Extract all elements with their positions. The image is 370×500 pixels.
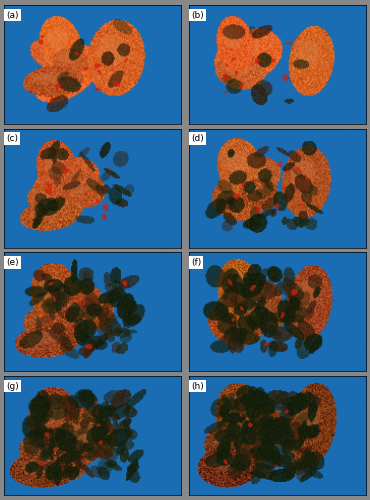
Text: (b): (b) — [191, 10, 204, 20]
Text: (e): (e) — [6, 258, 19, 267]
Text: (g): (g) — [6, 382, 19, 390]
Text: (f): (f) — [191, 258, 201, 267]
Text: (c): (c) — [6, 134, 18, 143]
Text: (d): (d) — [191, 134, 204, 143]
Text: (a): (a) — [6, 10, 19, 20]
Text: (h): (h) — [191, 382, 204, 390]
